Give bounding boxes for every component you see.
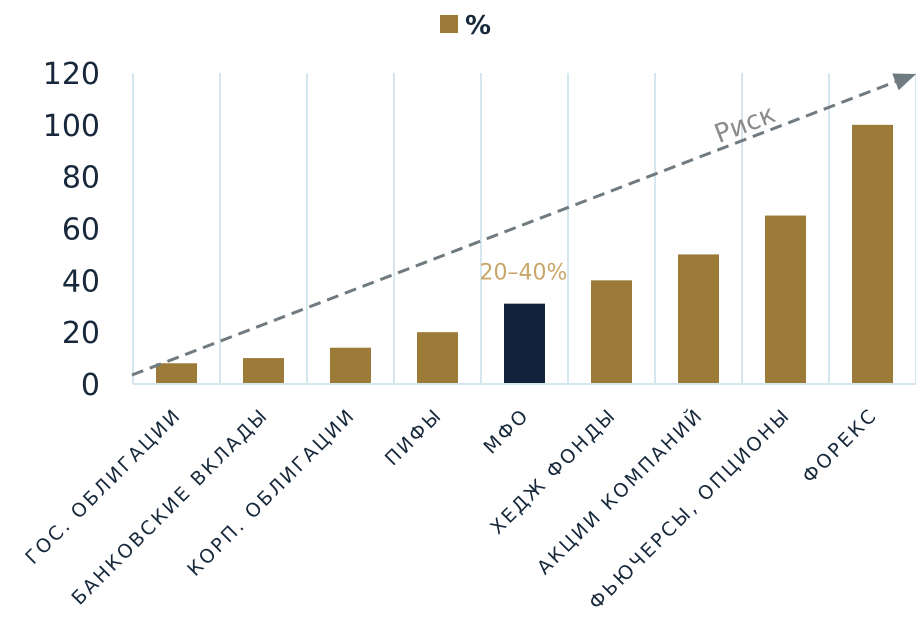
y-tick-label: 80 (62, 161, 100, 196)
y-tick-label: 120 (43, 57, 100, 92)
legend-label: % (465, 11, 491, 41)
legend-swatch (440, 15, 458, 33)
trend-line (131, 78, 901, 377)
legend: % (440, 11, 491, 41)
x-tick-label: МФО (479, 404, 534, 459)
risk-label: Риск (711, 99, 780, 149)
x-tick-label: ФОРЕКС (798, 404, 882, 488)
y-tick-label: 100 (43, 109, 100, 144)
bar-2 (243, 358, 284, 384)
bar-9 (852, 124, 893, 384)
bar-1 (156, 363, 197, 384)
grid-lines (132, 73, 916, 384)
mfo-range-annotation: 20–40% (480, 261, 568, 286)
bar-8 (765, 215, 806, 384)
x-tick-label: ГОС. ОБЛИГАЦИИ (21, 404, 186, 569)
bar-7 (678, 254, 719, 384)
bar-5 (504, 303, 545, 384)
y-tick-label: 20 (62, 316, 100, 351)
y-axis-ticks: 0 20 40 60 80 100 120 (43, 57, 100, 403)
bar-4 (417, 332, 458, 384)
x-tick-label: АКЦИИ КОМПАНИЙ (532, 403, 708, 579)
y-tick-label: 60 (62, 213, 100, 248)
bars (156, 124, 893, 384)
y-tick-label: 0 (81, 368, 100, 403)
x-tick-label: ПИФЫ (381, 404, 447, 470)
trend-arrowhead (892, 73, 916, 91)
bar-3 (330, 347, 371, 384)
risk-trend-arrow (131, 73, 916, 377)
y-tick-label: 40 (62, 264, 100, 299)
x-tick-label: КОРП. ОБЛИГАЦИИ (183, 404, 360, 581)
bar-6 (591, 280, 632, 384)
